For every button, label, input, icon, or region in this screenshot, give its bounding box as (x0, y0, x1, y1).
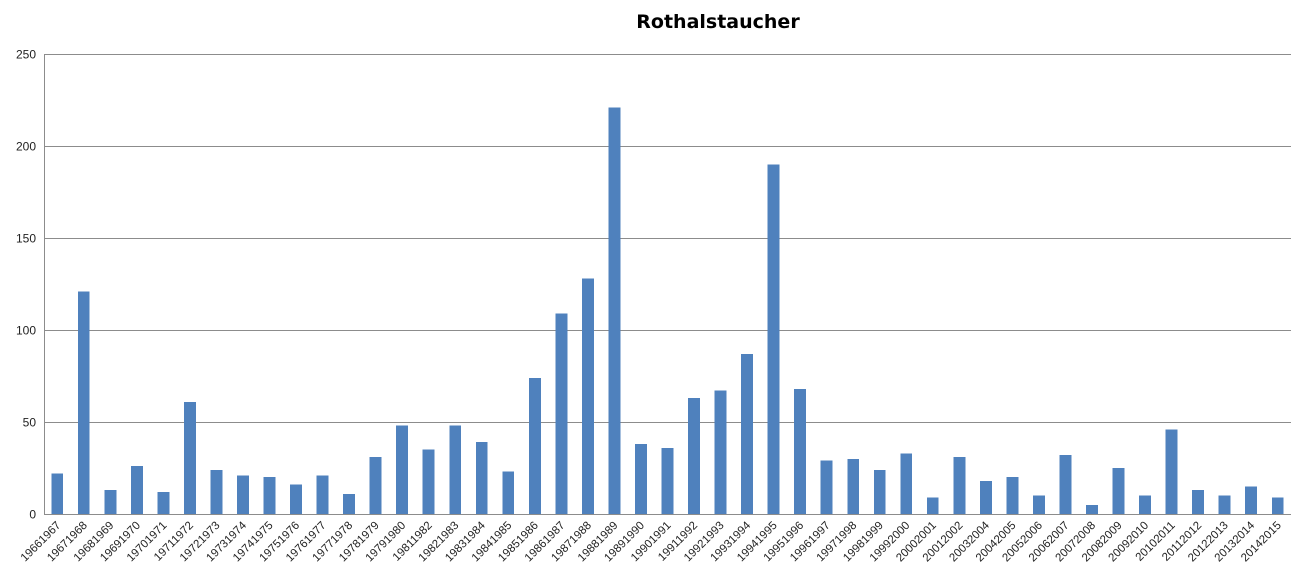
bar (77, 291, 90, 514)
bar (1006, 477, 1019, 514)
bar (263, 477, 276, 514)
bar (661, 447, 674, 514)
y-axis-ticks: 0 50 100 150 200 250 (16, 48, 36, 522)
bar (979, 480, 992, 514)
x-axis-ticks: 1966196719671968196819691969197019701971… (19, 519, 1284, 564)
bar (767, 164, 780, 514)
gridlines (44, 54, 1291, 423)
bar (290, 484, 302, 514)
bar (369, 457, 382, 514)
bar (51, 473, 64, 514)
bar (528, 377, 541, 514)
bar (1139, 495, 1151, 514)
bar (714, 390, 727, 514)
bar (237, 475, 249, 514)
bar (396, 425, 409, 514)
y-tick-label: 150 (16, 232, 36, 246)
bar (794, 388, 807, 514)
bar (1218, 495, 1231, 514)
bar (1192, 490, 1205, 514)
bar (422, 449, 435, 514)
bar (900, 453, 913, 514)
bar (1059, 455, 1072, 514)
bar (130, 466, 143, 514)
bar (608, 107, 621, 515)
chart-title: Rothalstaucher (636, 11, 800, 33)
bar (1112, 468, 1125, 514)
bar (184, 401, 196, 514)
bar (635, 444, 647, 514)
bar (343, 493, 355, 514)
bar (581, 278, 594, 514)
y-tick-label: 250 (16, 48, 36, 62)
bar (210, 469, 223, 514)
bar (1086, 504, 1098, 514)
bar (104, 490, 117, 514)
y-tick-label: 100 (16, 324, 36, 338)
bar (926, 497, 939, 514)
bar (555, 313, 568, 514)
bar (953, 457, 966, 514)
bar (502, 471, 515, 514)
bar (1271, 497, 1284, 514)
bar (741, 353, 753, 514)
y-tick-label: 0 (29, 508, 36, 522)
bar (449, 425, 462, 514)
bar (847, 458, 860, 514)
y-tick-label: 50 (23, 416, 37, 430)
bar (475, 442, 488, 514)
bar (820, 460, 833, 514)
bar (873, 469, 886, 514)
bar (1245, 486, 1258, 514)
bar (1165, 429, 1178, 514)
bars (51, 107, 1284, 515)
bar (157, 491, 170, 514)
bar (316, 475, 329, 514)
bar (1033, 495, 1045, 514)
y-tick-label: 200 (16, 140, 36, 154)
bar (688, 398, 700, 514)
